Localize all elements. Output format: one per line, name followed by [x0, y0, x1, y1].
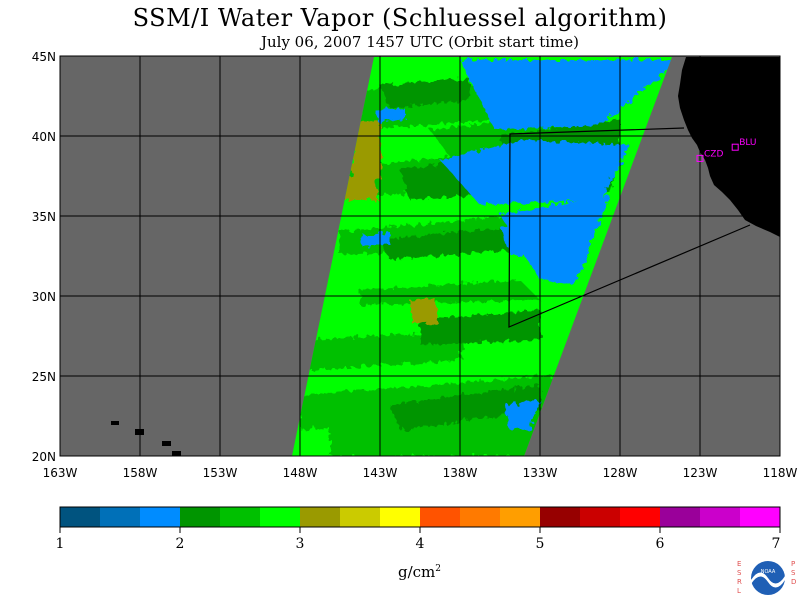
- latitude-tick-label: 30N: [32, 290, 56, 304]
- noaa-esrl-psd-logo: E S R L NOAA P S D: [737, 560, 796, 595]
- colorbar-swatch: [700, 507, 741, 527]
- colorbar-swatch: [420, 507, 461, 527]
- longitude-tick-label: 138W: [443, 466, 478, 480]
- logo-left-text: S: [737, 569, 742, 577]
- colorbar-swatch: [380, 507, 421, 527]
- colorbar-tick-label: 5: [536, 536, 545, 552]
- map-title: SSM/I Water Vapor (Schluessel algorithm): [132, 4, 668, 32]
- logo-right-text: D: [791, 578, 796, 586]
- colorbar-swatch: [180, 507, 221, 527]
- latitude-tick-label: 45N: [32, 50, 56, 64]
- latitude-tick-label: 40N: [32, 130, 56, 144]
- colorbar-swatch: [460, 507, 501, 527]
- longitude-tick-label: 123W: [683, 466, 718, 480]
- latitude-tick-label: 35N: [32, 210, 56, 224]
- colorbar-swatch: [100, 507, 141, 527]
- colorbar-swatch: [740, 507, 781, 527]
- station-marker: [696, 154, 704, 162]
- longitude-tick-label: 143W: [363, 466, 398, 480]
- map-grid: [60, 56, 780, 456]
- colorbar-tick-label: 1: [56, 536, 65, 552]
- longitude-tick-label: 158W: [123, 466, 158, 480]
- north-america-coast: [678, 57, 780, 237]
- logo-right-text: S: [791, 569, 796, 577]
- hawaii-island: [111, 421, 119, 425]
- noaa-logo-wave: [751, 572, 785, 588]
- study-region-outline: [508, 127, 751, 328]
- stations: CZD BLU: [696, 138, 757, 162]
- station-label: CZD: [704, 149, 723, 159]
- colorbar-swatch: [300, 507, 341, 527]
- plot-frame: [59, 55, 781, 457]
- colorbar-units: g/cm2: [398, 563, 442, 581]
- logo-left-text: L: [737, 587, 741, 595]
- colorbar-swatch: [140, 507, 181, 527]
- latitude-tick-label: 25N: [32, 370, 56, 384]
- colorbar-swatch: [660, 507, 701, 527]
- colorbar-swatch: [340, 507, 381, 527]
- colorbar-swatch: [540, 507, 581, 527]
- map-subtitle: July 06, 2007 1457 UTC (Orbit start time…: [260, 33, 580, 51]
- logo-left-text: R: [737, 578, 742, 586]
- colorbar-swatch: [500, 507, 541, 527]
- latitude-tick-label: 20N: [32, 450, 56, 464]
- longitude-tick-label: 118W: [763, 466, 798, 480]
- latitude-tick-labels: 45N 40N 35N 30N 25N 20N: [32, 50, 56, 464]
- hawaii-island: [172, 451, 181, 456]
- colorbar: 1 2 3 4 5 6 7: [56, 506, 781, 552]
- longitude-tick-labels: 163W 158W 153W 148W 143W 138W 133W 128W 123W 118W: [43, 466, 798, 480]
- longitude-tick-label: 148W: [283, 466, 318, 480]
- logo-left-text: E: [737, 560, 741, 568]
- colorbar-swatch: [580, 507, 621, 527]
- colorbar-tick-label: 4: [416, 536, 425, 552]
- noaa-logo-text: NOAA: [761, 569, 776, 575]
- station-marker: [731, 143, 739, 151]
- colorbar-tick-label: 7: [772, 536, 781, 552]
- hawaii-island: [162, 441, 171, 446]
- station-label: BLU: [739, 138, 756, 148]
- colorbar-swatch: [260, 507, 301, 527]
- longitude-tick-label: 133W: [523, 466, 558, 480]
- colorbar-tick-label: 2: [176, 536, 185, 552]
- colorbar-tick-label: 3: [296, 536, 305, 552]
- longitude-tick-label: 153W: [203, 466, 238, 480]
- colorbar-swatch: [220, 507, 261, 527]
- colorbar-swatch: [620, 507, 661, 527]
- longitude-tick-label: 163W: [43, 466, 78, 480]
- longitude-tick-label: 128W: [603, 466, 638, 480]
- colorbar-swatch: [60, 507, 101, 527]
- colorbar-tick-label: 6: [656, 536, 665, 552]
- logo-right-text: P: [791, 560, 795, 568]
